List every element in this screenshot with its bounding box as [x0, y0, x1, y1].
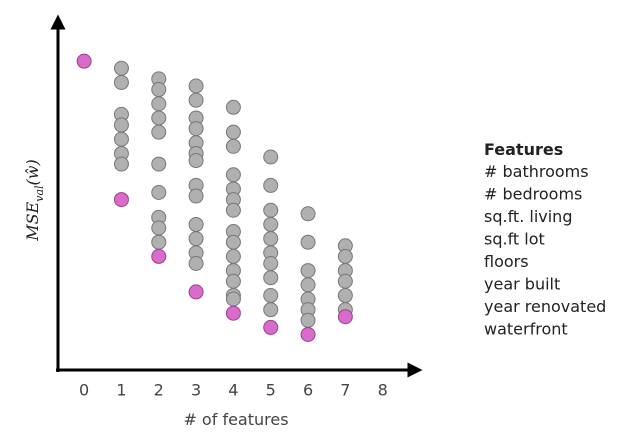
- y-label-main: MSE: [23, 201, 42, 241]
- point: [113, 117, 129, 133]
- y-label-arg: (ŵ): [23, 159, 42, 185]
- point: [188, 78, 204, 94]
- point: [263, 216, 279, 232]
- point: [225, 167, 241, 183]
- point: [188, 284, 204, 300]
- x-tick-label: 8: [378, 381, 388, 400]
- point: [300, 327, 316, 342]
- point: [151, 156, 167, 172]
- point: [337, 287, 353, 303]
- x-tick-label: 6: [303, 381, 313, 400]
- point: [113, 74, 129, 90]
- point: [113, 156, 129, 172]
- point: [263, 270, 279, 286]
- point: [225, 291, 241, 307]
- point: [188, 216, 204, 232]
- point: [225, 138, 241, 154]
- point: [188, 231, 204, 247]
- point: [300, 277, 316, 293]
- y-axis-label: MSEval(ŵ): [23, 159, 46, 242]
- x-tick-label: 2: [154, 381, 164, 400]
- point: [225, 99, 241, 115]
- feature-item: # bathrooms: [484, 162, 589, 181]
- point: [337, 248, 353, 264]
- point: [263, 149, 279, 165]
- point: [113, 131, 129, 147]
- x-tick-label: 5: [266, 381, 276, 400]
- point: [188, 121, 204, 137]
- point: [263, 287, 279, 303]
- x-axis-label: # of features: [183, 410, 288, 429]
- point: [151, 220, 167, 236]
- y-label-sub: val: [33, 185, 46, 202]
- point: [151, 96, 167, 112]
- point: [188, 188, 204, 204]
- point: [225, 273, 241, 289]
- x-tick-label: 3: [191, 381, 201, 400]
- point: [151, 124, 167, 140]
- point: [263, 319, 279, 335]
- feature-item: floors: [484, 252, 529, 271]
- point: [151, 248, 167, 264]
- point: [300, 263, 316, 279]
- point: [300, 234, 316, 250]
- point: [225, 248, 241, 264]
- feature-item: # bedrooms: [484, 185, 582, 204]
- point: [225, 202, 241, 218]
- point: [300, 312, 316, 328]
- point: [113, 192, 129, 208]
- feature-item: year renovated: [484, 297, 606, 316]
- point: [337, 309, 353, 325]
- point: [151, 185, 167, 200]
- x-tick-label: 4: [228, 381, 238, 400]
- point: [151, 110, 167, 126]
- point: [263, 177, 279, 193]
- x-tick-label: 7: [340, 381, 350, 400]
- feature-item: year built: [484, 275, 560, 294]
- feature-item: sq.ft. living: [484, 207, 572, 226]
- point: [225, 124, 241, 140]
- point: [263, 231, 279, 247]
- point: [188, 92, 204, 108]
- point: [76, 53, 92, 69]
- point: [188, 256, 204, 271]
- x-tick-label: 1: [116, 381, 126, 400]
- point: [151, 234, 167, 250]
- point: [225, 305, 241, 321]
- point: [263, 256, 279, 271]
- point: [337, 273, 353, 289]
- point: [263, 202, 279, 218]
- point: [113, 60, 129, 76]
- x-tick-label: 0: [79, 381, 89, 400]
- features-title: Features: [484, 140, 563, 159]
- point: [188, 153, 204, 169]
- point: [300, 206, 316, 222]
- point: [151, 82, 167, 98]
- point: [263, 302, 279, 318]
- point: [225, 234, 241, 250]
- feature-item: sq.ft lot: [484, 230, 545, 249]
- feature-item: waterfront: [484, 320, 568, 339]
